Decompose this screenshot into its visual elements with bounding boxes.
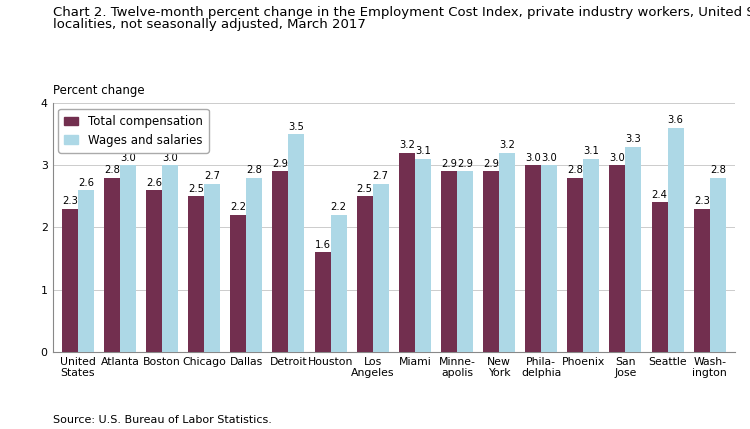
Bar [146, 190, 162, 352]
Text: 3.3: 3.3 [626, 134, 641, 144]
Bar [357, 196, 373, 352]
Text: 3.2: 3.2 [500, 140, 515, 150]
Bar [188, 196, 204, 352]
Text: 2.8: 2.8 [246, 165, 262, 175]
Text: 3.1: 3.1 [415, 146, 430, 157]
Text: 2.9: 2.9 [483, 159, 499, 169]
Text: 2.6: 2.6 [78, 178, 94, 187]
Bar [525, 165, 542, 352]
Text: 2.8: 2.8 [568, 165, 584, 175]
Bar [694, 208, 709, 352]
Bar [626, 147, 641, 352]
Text: 3.0: 3.0 [610, 153, 626, 163]
Text: localities, not seasonally adjusted, March 2017: localities, not seasonally adjusted, Mar… [53, 18, 365, 31]
Bar [314, 252, 331, 352]
Text: 3.5: 3.5 [289, 121, 304, 132]
Text: 2.4: 2.4 [652, 190, 668, 200]
Text: 3.1: 3.1 [584, 146, 599, 157]
Text: 3.2: 3.2 [399, 140, 415, 150]
Bar [120, 165, 136, 352]
Bar [668, 128, 683, 352]
Bar [230, 215, 246, 352]
Text: 2.8: 2.8 [104, 165, 120, 175]
Text: 2.6: 2.6 [146, 178, 162, 187]
Bar [584, 159, 599, 352]
Bar [567, 178, 584, 352]
Text: 2.5: 2.5 [357, 184, 373, 194]
Text: 2.3: 2.3 [62, 196, 78, 206]
Bar [710, 178, 726, 352]
Bar [457, 171, 473, 352]
Text: 2.7: 2.7 [204, 171, 220, 181]
Text: 2.3: 2.3 [694, 196, 709, 206]
Text: Chart 2. Twelve-month percent change in the Employment Cost Index, private indus: Chart 2. Twelve-month percent change in … [53, 6, 750, 19]
Text: Percent change: Percent change [53, 84, 144, 97]
Bar [331, 215, 346, 352]
Text: 2.9: 2.9 [457, 159, 473, 169]
Bar [542, 165, 557, 352]
Text: 3.0: 3.0 [525, 153, 541, 163]
Bar [610, 165, 626, 352]
Bar [62, 208, 78, 352]
Bar [399, 153, 415, 352]
Text: 3.0: 3.0 [162, 153, 178, 163]
Bar [499, 153, 515, 352]
Bar [272, 171, 289, 352]
Text: 2.5: 2.5 [188, 184, 204, 194]
Text: 3.6: 3.6 [668, 115, 683, 125]
Text: 2.9: 2.9 [441, 159, 457, 169]
Text: 2.9: 2.9 [272, 159, 289, 169]
Bar [289, 134, 304, 352]
Bar [104, 178, 120, 352]
Text: Source: U.S. Bureau of Labor Statistics.: Source: U.S. Bureau of Labor Statistics. [53, 415, 272, 425]
Bar [441, 171, 457, 352]
Bar [415, 159, 430, 352]
Text: 2.2: 2.2 [331, 202, 346, 212]
Bar [483, 171, 499, 352]
Bar [78, 190, 94, 352]
Text: 2.7: 2.7 [373, 171, 388, 181]
Bar [652, 202, 668, 352]
Text: 2.8: 2.8 [710, 165, 726, 175]
Text: 3.0: 3.0 [120, 153, 136, 163]
Text: 3.0: 3.0 [542, 153, 557, 163]
Text: 1.6: 1.6 [314, 240, 331, 250]
Bar [246, 178, 262, 352]
Bar [373, 184, 388, 352]
Legend: Total compensation, Wages and salaries: Total compensation, Wages and salaries [58, 109, 208, 153]
Bar [204, 184, 220, 352]
Text: 2.2: 2.2 [230, 202, 246, 212]
Bar [162, 165, 178, 352]
